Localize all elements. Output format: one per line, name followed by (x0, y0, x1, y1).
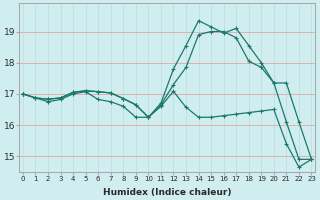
X-axis label: Humidex (Indice chaleur): Humidex (Indice chaleur) (103, 188, 231, 197)
